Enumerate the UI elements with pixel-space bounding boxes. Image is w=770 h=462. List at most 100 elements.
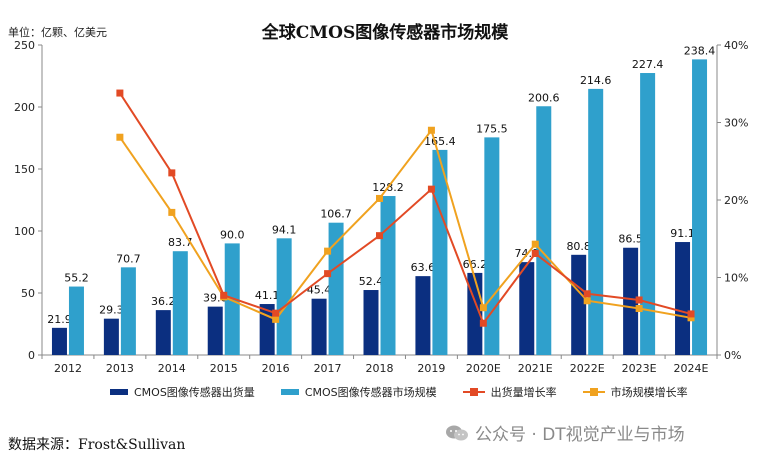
market-value-label: 200.6 [528,91,560,104]
shipments-bar [51,327,67,355]
shipments-bar [415,276,431,355]
market-growth-point [531,240,539,248]
shipments-value-label: 86.5 [618,233,643,246]
right-tick-label: 10% [724,272,748,285]
market-bar [380,196,396,355]
shipments-bar [623,247,639,355]
shipments-bar [207,306,223,355]
shipments-bar [571,254,587,355]
market-value-label: 70.7 [116,252,141,265]
x-tick-label: 2015 [210,362,238,375]
x-tick-label: 2014 [158,362,186,375]
x-tick-label: 2012 [54,362,82,375]
x-tick-label: 2019 [417,362,445,375]
left-tick-label: 100 [14,225,35,238]
left-tick-label: 250 [14,39,35,52]
x-tick-label: 2013 [106,362,134,375]
shipments-growth-point [687,310,695,318]
source-note: 数据来源：Frost&Sullivan [8,437,186,453]
shipments-growth-point [635,296,643,304]
shipments-growth-point [479,319,487,327]
market-growth-point [427,126,435,134]
shipments-growth-point [324,270,332,278]
x-tick-label: 2021E [518,362,553,375]
shipments-growth-point [531,249,539,257]
shipments-growth-point [220,291,228,299]
x-tick-label: 2023E [622,362,657,375]
left-tick-label: 200 [14,101,35,114]
left-tick-label: 50 [21,287,35,300]
market-bar [172,251,188,355]
shipments-growth-point [272,309,280,317]
shipments-value-label: 52.4 [359,275,384,288]
shipments-value-label: 45.4 [307,284,332,297]
shipments-growth-point [583,290,591,298]
x-tick-label: 2022E [570,362,605,375]
market-value-label: 214.6 [580,74,612,87]
market-bar [120,267,136,355]
market-bar [536,106,552,355]
market-growth-point [116,133,124,141]
market-growth-point [272,315,280,323]
shipments-bar [155,310,171,355]
market-growth-point [324,247,332,255]
legend-swatch-shipments [110,389,128,395]
market-value-label: 106.7 [320,208,352,221]
shipments-growth-point [376,232,383,240]
market-value-label: 83.7 [168,236,193,249]
unit-label: 单位：亿颗、亿美元 [8,26,107,39]
shipments-growth-point [168,169,176,177]
shipments-value-label: 63.6 [411,261,436,274]
market-bar [276,238,292,355]
watermark: 公众号 · DT视觉产业与市场 [445,420,685,445]
x-tick-label: 2016 [262,362,290,375]
right-tick-label: 40% [724,39,748,52]
shipments-bar [675,242,691,355]
watermark-text: 公众号 · DT视觉产业与市场 [475,425,685,445]
x-tick-label: 2017 [314,362,342,375]
shipments-bar [519,262,535,355]
market-value-label: 165.4 [424,135,456,148]
shipments-value-label: 41.1 [255,289,280,302]
right-tick-label: 30% [724,117,748,130]
legend-swatch-market-growth [582,387,605,397]
market-value-label: 175.5 [476,122,508,135]
shipments-value-label: 80.8 [566,240,591,253]
market-value-label: 94.1 [272,223,297,236]
legend-item-market: CMOS图像传感器市场规模 [280,384,437,400]
shipments-value-label: 36.2 [151,295,176,308]
market-bar [588,88,604,356]
shipments-value-label: 29.3 [99,304,124,317]
legend-label-market-growth: 市场规模增长率 [610,386,688,399]
shipments-value-label: 21.9 [47,313,72,326]
market-growth-point [168,208,176,216]
market-value-label: 227.4 [632,58,664,71]
market-bar [328,222,344,355]
x-tick-label: 2018 [366,362,394,375]
right-tick-label: 0% [724,349,741,362]
shipments-value-label: 66.2 [463,258,488,271]
legend-swatch-shipments-growth [462,387,485,397]
market-growth-point [376,194,383,202]
right-tick-label: 20% [724,194,748,207]
shipments-value-label: 91.1 [670,227,695,240]
chart-title: 全球CMOS图像传感器市场规模 [261,23,509,43]
legend-item-shipments-growth: 出货量增长率 [462,384,557,400]
shipments-growth-line [119,92,692,326]
shipments-bar [363,290,379,355]
market-growth-point [635,305,643,312]
legend: CMOS图像传感器出货量 CMOS图像传感器市场规模 出货量增长率 市场规模增长… [110,384,688,400]
x-tick-label: 2020E [466,362,501,375]
legend-label-shipments: CMOS图像传感器出货量 [134,386,255,399]
shipments-growth-point [116,89,124,97]
left-tick-label: 150 [14,163,35,176]
legend-swatch-market [280,389,299,395]
legend-item-market-growth: 市场规模增长率 [582,384,688,400]
legend-label-market: CMOS图像传感器市场规模 [304,386,437,399]
market-value-label: 90.0 [220,228,245,241]
market-value-label: 238.4 [684,44,716,57]
left-tick-label: 0 [28,349,35,362]
market-growth-point [479,304,487,312]
shipments-bar [103,318,119,355]
